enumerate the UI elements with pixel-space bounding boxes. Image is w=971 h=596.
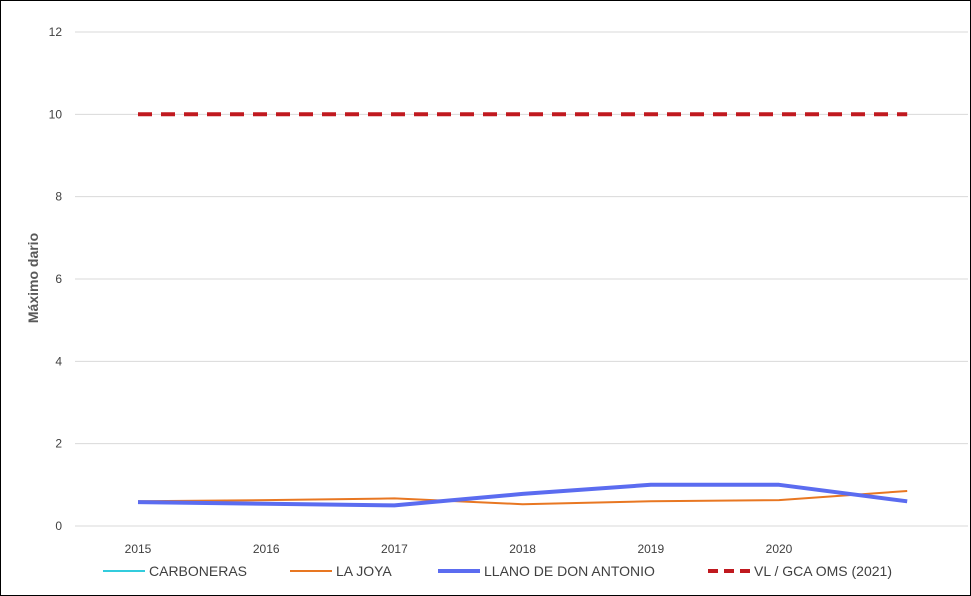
y-axis-ticks: 0 2 4 6 8 10 12 bbox=[49, 25, 63, 533]
x-tick-label-2: 2017 bbox=[381, 542, 408, 556]
legend-label-3: VL / GCA OMS (2021) bbox=[754, 563, 892, 579]
y-tick-label-4: 8 bbox=[55, 190, 62, 204]
y-tick-label-3: 6 bbox=[55, 272, 62, 286]
x-tick-label-5: 2020 bbox=[766, 542, 793, 556]
x-tick-label-4: 2019 bbox=[637, 542, 664, 556]
x-tick-label-3: 2018 bbox=[509, 542, 536, 556]
y-tick-label-2: 4 bbox=[55, 354, 62, 368]
x-tick-label-1: 2016 bbox=[253, 542, 280, 556]
series-line-1 bbox=[137, 490, 908, 506]
series-line-2 bbox=[137, 482, 908, 508]
x-tick-label-0: 2015 bbox=[125, 542, 152, 556]
y-axis-label: Máximo dario bbox=[25, 233, 41, 323]
gridlines bbox=[75, 31, 968, 527]
y-tick-label-5: 10 bbox=[49, 107, 63, 121]
y-tick-label-6: 12 bbox=[49, 25, 63, 39]
legend-label-2: LLANO DE DON ANTONIO bbox=[484, 563, 655, 579]
y-tick-label-0: 0 bbox=[55, 519, 62, 533]
legend-label-1: LA JOYA bbox=[336, 563, 392, 579]
legend: CARBONERAS LA JOYA LLANO DE DON ANTONIO VL … bbox=[103, 563, 892, 579]
x-axis-ticks: 2015 2016 2017 2018 2019 2020 bbox=[125, 542, 793, 556]
series-lines bbox=[137, 112, 908, 508]
y-tick-label-1: 2 bbox=[55, 437, 62, 451]
legend-label-0: CARBONERAS bbox=[149, 563, 247, 579]
